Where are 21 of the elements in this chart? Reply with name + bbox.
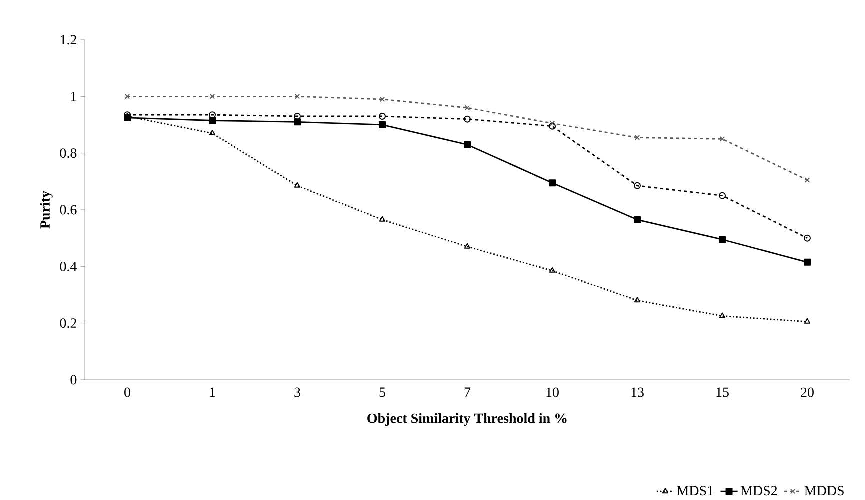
y-tick-label: 0.2 [60,318,76,328]
x-tick-label: 20 [801,388,814,398]
x-tick-label: 7 [464,388,471,397]
legend-label: MDS2 [740,486,778,496]
x-tick-label: 15 [716,388,729,398]
x-tick-label: 13 [632,388,644,398]
legend-label: MDDS [804,486,844,496]
y-tick-label: 0 [70,375,77,385]
y-tick-label: 0.6 [60,205,77,215]
x-tick-label: 0 [124,388,130,398]
y-tick-label: 1 [71,92,76,102]
y-tick-label: 0.4 [60,262,77,272]
y-tick-label: 0.8 [60,148,77,158]
x-tick-label: 3 [294,388,300,398]
x-tick-label: 5 [380,388,386,398]
y-axis-title: Purity [40,191,53,229]
x-tick-label: 10 [546,388,559,398]
x-axis-title: Object Similarity Threshold in % [368,413,567,426]
legend-label: MDS1 [677,486,714,496]
x-tick-label: 1 [210,388,216,398]
y-tick-label: 1.2 [60,35,76,45]
